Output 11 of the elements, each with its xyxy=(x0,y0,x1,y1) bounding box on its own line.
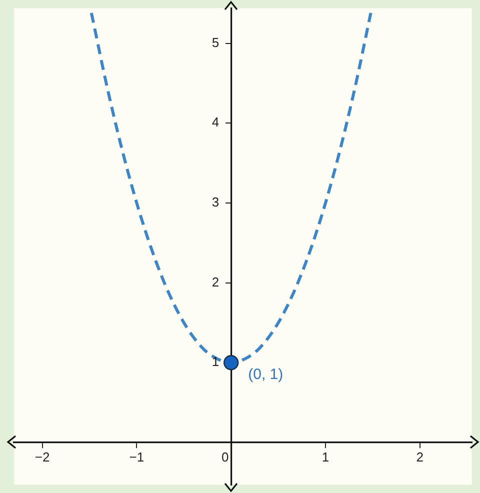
x-tick-label: −1 xyxy=(129,450,144,465)
y-tick-label: 3 xyxy=(212,194,220,210)
annotation: (0, 1) xyxy=(248,366,284,383)
y-tick-label: 1 xyxy=(212,354,220,370)
x-tick-label: 2 xyxy=(416,450,424,465)
x-tick-label: −2 xyxy=(34,450,50,465)
x-tick-label: 1 xyxy=(322,450,330,465)
x-tick-label: 0 xyxy=(221,450,229,465)
y-tick-label: 5 xyxy=(212,34,220,50)
y-tick-label: 4 xyxy=(212,114,220,130)
y-tick-label: 2 xyxy=(212,274,220,290)
